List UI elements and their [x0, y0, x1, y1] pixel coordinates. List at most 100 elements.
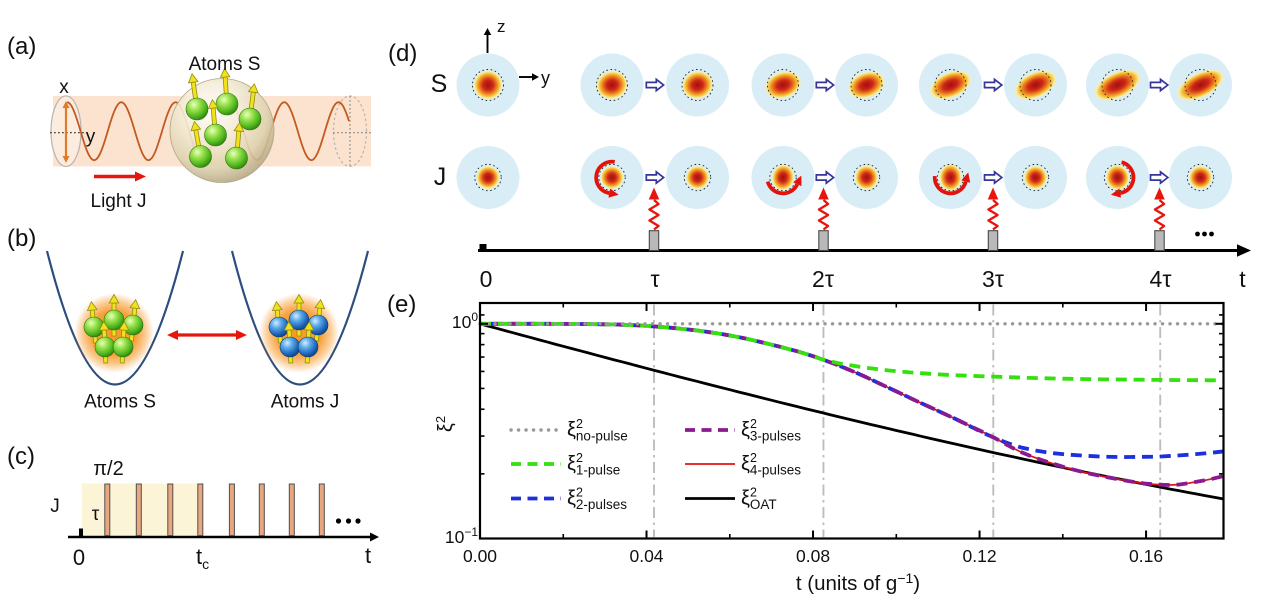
map-arrow	[645, 77, 665, 93]
j-state-distribution	[939, 163, 962, 192]
s-state-uncertainty-circle	[1019, 69, 1052, 101]
x-tick-labels: 0.00 0.04 0.08 0.12 0.16	[463, 546, 1163, 566]
j-state-uncertainty-circle	[474, 163, 502, 192]
spin-arrow-head	[190, 120, 202, 132]
atom-s	[225, 146, 248, 170]
j-state-distribution	[771, 164, 795, 191]
legend: ξ2 no-pulse ξ2 1-pulse ξ2 2-pulses ξ2 3-pulses ξ…	[509, 417, 801, 512]
panel-c-label: (c)	[7, 443, 35, 470]
time-axis-head	[370, 532, 379, 542]
atom-s	[94, 336, 116, 358]
squeezing-curves	[478, 321, 1226, 501]
pulse-marker	[648, 230, 660, 252]
origin-tick	[79, 528, 83, 537]
time-axis-label: t	[365, 543, 371, 568]
row-s-label: S	[431, 70, 448, 98]
legend-label-no-pulse: ξ2 no-pulse	[567, 417, 628, 444]
panel-d-label: (d)	[388, 40, 417, 67]
channel-j-label: J	[50, 496, 60, 517]
s-state-uncertainty-circle	[767, 69, 799, 101]
s-state-uncertainty-circle	[850, 69, 883, 101]
panel-b: (b) Atoms S Atoms J	[7, 225, 370, 413]
y-axis-label: y	[86, 127, 96, 148]
photon-squiggle	[1153, 199, 1166, 231]
pulse-marker	[818, 230, 829, 252]
j-state-uncertainty-circle	[1021, 163, 1050, 192]
plot-frame	[478, 301, 1225, 540]
legend-label-1-pulse: ξ2 1-pulse	[567, 451, 620, 478]
atom-j	[297, 336, 319, 358]
j-state-uncertainty-circle	[852, 163, 881, 192]
j-state-distribution	[854, 165, 879, 190]
legend-label-4-pulses: ξ2 4-pulses	[741, 451, 801, 478]
panel-a: (a) Atoms S Light J x y	[7, 33, 371, 212]
atoms-s-cloud	[169, 67, 275, 183]
j-state-uncertainty-circle	[598, 163, 626, 192]
light-arrow-head	[135, 171, 146, 182]
atom-j	[279, 336, 301, 358]
rotation-arrow-head	[608, 188, 619, 198]
map-arrow	[815, 77, 835, 93]
map-arrow	[983, 170, 1004, 185]
atom-s	[112, 336, 134, 358]
pi-half-pulse	[197, 483, 204, 536]
map-arrow	[983, 77, 1004, 93]
y-axis-title: ξ2	[433, 416, 457, 432]
pi-half-pulse	[258, 483, 265, 536]
pulse-marker	[987, 230, 999, 252]
zy-axes	[483, 28, 539, 81]
s-state-distribution	[473, 70, 503, 100]
timeline-tick-label: 4τ	[1150, 266, 1172, 292]
trap-potentials	[45, 250, 370, 386]
rotation-arrow	[765, 180, 800, 196]
j-state-distribution	[685, 165, 710, 190]
x-tick-label: 0.16	[1129, 546, 1163, 566]
coupling-arrow-head	[236, 330, 247, 340]
spin-arrow-head	[129, 298, 141, 310]
spin-arrow-head	[271, 300, 283, 312]
ellipsis-dot	[335, 518, 342, 524]
axis-ticks	[479, 303, 1224, 540]
s-state-uncertainty-circle	[934, 69, 967, 101]
spin-arrow-head	[314, 298, 326, 310]
s-state-distribution	[1093, 69, 1142, 101]
pi-over-2-label: π/2	[93, 458, 123, 480]
atom-s	[185, 97, 209, 121]
photon-arrow-head	[648, 187, 660, 200]
j-state-uncertainty-circle	[1103, 163, 1132, 192]
z-axis-arrow-head	[483, 28, 492, 35]
map-arrow	[815, 170, 835, 185]
s-state-distribution	[847, 71, 886, 99]
y-axis-arrow-head	[532, 73, 539, 81]
spin-arrow-head	[207, 98, 219, 109]
time-axis-label-d: t	[1239, 266, 1246, 292]
origin-label: 0	[73, 545, 85, 570]
s-state-distribution	[1176, 68, 1225, 102]
spin-arrow-head	[187, 73, 199, 84]
atom-s	[204, 123, 227, 147]
curve-4-pulses	[480, 322, 1224, 486]
ellipsis-dot	[345, 518, 352, 524]
pulse-time-gridlines	[653, 304, 1162, 537]
spin-state-sequence	[456, 53, 1232, 209]
light-propagation-arrow	[94, 171, 146, 182]
potential-well	[45, 250, 185, 386]
panel-e: (e) 0.00 0.04 0.08 0.12 0.16 100 10−1 ξ2 t (…	[387, 291, 1226, 595]
x-axis-arrow-head	[62, 156, 70, 163]
pi-half-pulse	[288, 483, 295, 536]
curve-3-pulses	[480, 321, 1225, 487]
spin-arrow-head	[233, 121, 245, 132]
pi-half-pulse	[318, 483, 325, 536]
panel-e-label: (e)	[387, 291, 416, 318]
ytick-0p1: 10−1	[445, 525, 478, 547]
s-state-uncertainty-circle	[1184, 69, 1217, 101]
atom-s	[238, 107, 262, 131]
atom-s	[215, 92, 239, 116]
atoms-s-well-label: Atoms S	[84, 392, 156, 413]
j-state-distribution	[1105, 164, 1130, 191]
spin-arrow-head	[86, 300, 98, 312]
time-axis-head	[1237, 244, 1251, 257]
row-j-label: J	[434, 163, 447, 191]
atom-s	[189, 145, 212, 168]
